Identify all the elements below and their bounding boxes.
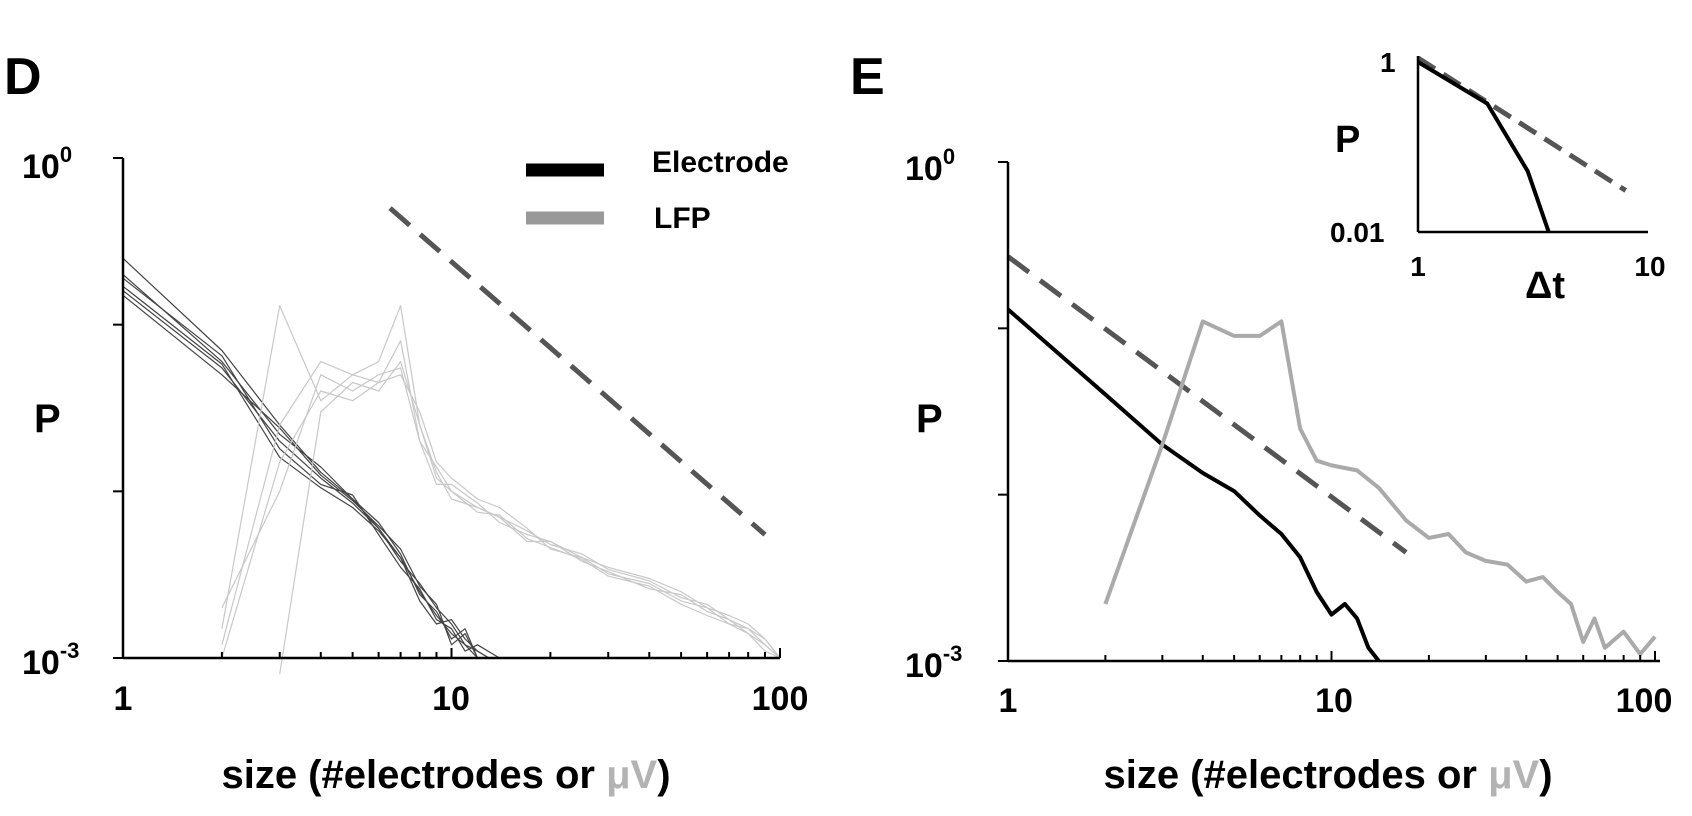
y-axis-label-e: P	[916, 397, 943, 441]
legend-label-lfp: LFP	[654, 202, 711, 235]
series-line-electrode-4	[122, 294, 489, 659]
y-tick-label-d-top: 100	[22, 142, 72, 186]
x-tick-label-d-10: 10	[432, 680, 470, 718]
series-line-lfp-1	[1103, 319, 1657, 657]
y-tick-label-d-bottom: 10-3	[22, 638, 79, 682]
x-axis-label-d: size (#electrodes or μV)	[221, 753, 670, 797]
legend-d: Electrode LFP	[526, 146, 789, 235]
x-tick-label-e-100: 100	[1616, 682, 1673, 720]
x-axis-label-e: size (#electrodes or μV)	[1103, 753, 1552, 797]
panel-e-plot-area	[1006, 254, 1657, 663]
x-tick-label-d-1: 1	[114, 680, 133, 718]
inset-y-tick-label-bottom: 0.01	[1330, 217, 1385, 248]
series-line-electrode-0	[1006, 307, 1381, 663]
series-line-main-0	[1416, 60, 1551, 233]
reference-line	[1006, 254, 1408, 555]
series-line-lfp-8	[221, 305, 781, 659]
x-tick-label-e-1: 1	[999, 682, 1018, 720]
panel-d-ticks	[113, 157, 781, 659]
series-line-electrode-5	[122, 285, 490, 659]
series-line-lfp-9	[279, 361, 781, 675]
inset-x-tick-label-1: 1	[1410, 251, 1426, 282]
panel-letter-d: D	[4, 48, 42, 106]
inset-y-tick-label-top: 1	[1380, 47, 1396, 78]
inset-x-tick-label-10: 10	[1634, 251, 1665, 282]
reference-line	[388, 206, 767, 537]
series-line-electrode-3	[122, 277, 500, 659]
panel-letter-e: E	[850, 48, 885, 106]
panel-d-plot-area	[122, 206, 781, 675]
inset-plot-area	[1416, 55, 1628, 233]
y-axis-label-d: P	[34, 397, 61, 441]
series-line-electrode-1	[122, 290, 490, 659]
y-tick-label-e-bottom: 10-3	[905, 641, 962, 685]
y-tick-label-e-top: 100	[905, 144, 955, 188]
x-tick-label-e-10: 10	[1315, 682, 1353, 720]
panel-d: D 100 10-3 1 10 100 P size (#electrodes …	[4, 48, 808, 797]
inset-chart: 1 0.01 1 10 P Δt	[1330, 47, 1666, 307]
panel-e: E 100 10-3 1 10 100 P size (#electrodes …	[850, 47, 1672, 797]
x-tick-label-d-100: 100	[752, 680, 809, 718]
panel-e-ticks	[998, 161, 1656, 662]
reference-line	[1416, 55, 1628, 193]
inset-y-axis-label: P	[1335, 119, 1360, 161]
inset-x-axis-label: Δt	[1525, 265, 1565, 307]
series-line-lfp-10	[221, 367, 781, 659]
legend-label-electrode: Electrode	[652, 146, 789, 179]
